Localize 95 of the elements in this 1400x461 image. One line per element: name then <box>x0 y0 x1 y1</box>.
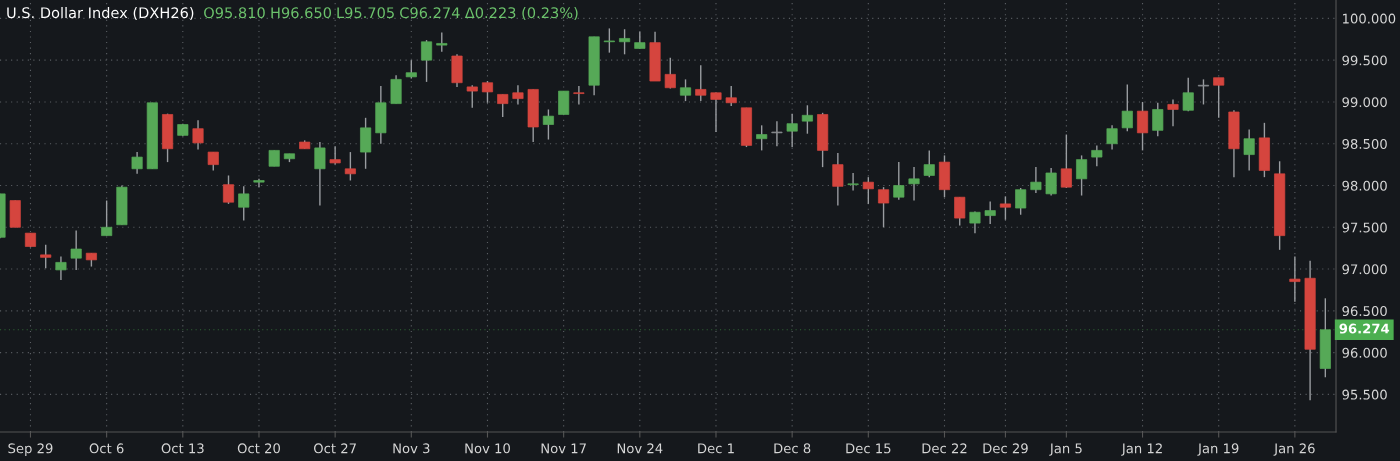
candlestick <box>832 152 844 207</box>
x-tick-label: Dec 29 <box>983 443 1028 454</box>
candlestick <box>1289 255 1301 303</box>
candlestick <box>405 59 417 80</box>
annotation: O95.810 <box>204 7 265 19</box>
x-tick-label: Dec 1 <box>698 443 734 454</box>
candlestick <box>1091 144 1103 167</box>
candlestick <box>801 104 813 135</box>
x-tick-label: Oct 20 <box>237 443 280 454</box>
x-tick-label: Nov 10 <box>465 443 510 454</box>
x-tick-label: Jan 12 <box>1121 443 1162 456</box>
candlestick <box>756 124 768 152</box>
candlestick <box>1213 77 1225 119</box>
candlestick <box>558 90 570 116</box>
x-tick-label: Oct 27 <box>313 443 356 454</box>
candlestick <box>497 93 509 118</box>
candlestick <box>954 196 966 227</box>
annotation: L95.705 <box>337 7 394 19</box>
annotation: Δ0.223 (0.23%) <box>464 6 578 20</box>
candlestick <box>1030 166 1042 194</box>
candlestick <box>329 145 341 166</box>
x-tick-label: Jan 5 <box>1049 443 1082 456</box>
candlestick <box>512 84 524 106</box>
candlestick <box>710 92 722 133</box>
candlestick <box>481 80 494 104</box>
annotation: C96.274 <box>400 7 460 19</box>
y-tick-label: 98.500 <box>1342 138 1387 149</box>
candlestick <box>436 31 448 53</box>
x-tick-label: Jan 26 <box>1273 443 1315 456</box>
ref-line-label: 96.274 <box>1339 323 1390 334</box>
chart-title: U.S. Dollar Index (DXH26) <box>7 6 194 20</box>
y-tick-label: 97.500 <box>1342 222 1387 233</box>
candlestick <box>923 149 935 178</box>
y-tick-label: 95.500 <box>1342 389 1387 400</box>
candlestick <box>1152 102 1164 137</box>
x-tick-label: Nov 17 <box>541 443 586 454</box>
candlestick <box>786 112 798 148</box>
candlestick <box>40 244 52 269</box>
annotation: H96.650 <box>271 7 332 19</box>
x-tick-label: Sep 29 <box>8 443 53 456</box>
candlestick <box>1137 101 1149 152</box>
y-tick-label: 98.000 <box>1342 180 1387 191</box>
candlestick <box>222 174 235 205</box>
candlestick <box>314 141 326 207</box>
candlestick <box>466 84 478 109</box>
candlestick <box>878 186 890 228</box>
x-tick-label: Nov 3 <box>393 443 430 454</box>
candlestick <box>969 210 981 234</box>
candlestick <box>421 39 433 83</box>
candlestick <box>862 176 874 205</box>
y-tick-label: 99.000 <box>1342 97 1387 108</box>
candlestick <box>542 108 554 141</box>
candlestick <box>893 161 905 201</box>
candlestick <box>1182 77 1194 112</box>
candlestick <box>664 56 676 90</box>
candlestick <box>131 151 143 175</box>
x-tick-label: Dec 22 <box>922 443 967 454</box>
candlestick <box>573 85 585 106</box>
candlestick <box>70 229 82 271</box>
candlestick <box>725 85 737 107</box>
candlestick <box>1243 128 1255 172</box>
x-tick-label: Oct 13 <box>161 443 204 454</box>
candlestick <box>1121 83 1133 132</box>
candlestick <box>55 255 67 281</box>
candlestick <box>101 199 113 237</box>
candlestick <box>1197 78 1209 106</box>
candlestick <box>207 151 219 172</box>
candlestick <box>679 78 692 102</box>
candlestick <box>908 166 920 202</box>
candlestick <box>603 27 615 54</box>
candlestick <box>1167 98 1179 127</box>
candlestick <box>999 195 1011 221</box>
candlestick <box>695 64 707 102</box>
candlestick <box>984 200 996 225</box>
candlestick <box>1106 124 1118 151</box>
y-tick-label: 96.000 <box>1342 347 1387 358</box>
candlestick <box>238 185 250 222</box>
y-tick-label: 97.000 <box>1342 264 1387 275</box>
x-tick-label: Oct 6 <box>89 443 124 454</box>
x-tick-label: Dec 15 <box>846 443 891 454</box>
y-tick-label: 96.500 <box>1342 306 1387 317</box>
candlestick <box>1076 154 1088 197</box>
x-tick-label: Dec 8 <box>774 443 811 454</box>
x-tick-label: Nov 24 <box>617 443 663 454</box>
candlestick <box>192 119 204 151</box>
candlestick <box>1045 167 1057 197</box>
y-tick-label: 99.500 <box>1342 55 1387 66</box>
candlestick <box>847 172 859 192</box>
candlestick <box>771 120 783 147</box>
candlestick <box>1015 187 1027 216</box>
candlestick <box>619 28 631 56</box>
x-tick-label: Jan 19 <box>1197 443 1239 456</box>
candlestick <box>1060 133 1072 189</box>
candlestick <box>344 151 356 182</box>
y-tick-label: 100.000 <box>1343 13 1396 24</box>
